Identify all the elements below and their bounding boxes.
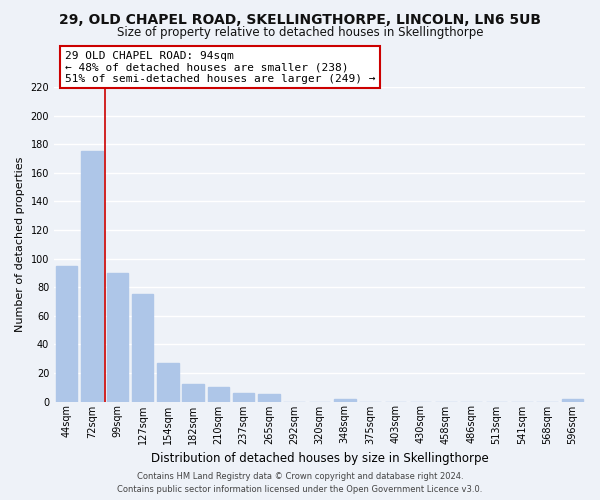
- Bar: [208, 387, 229, 402]
- Text: Contains HM Land Registry data © Crown copyright and database right 2024.
Contai: Contains HM Land Registry data © Crown c…: [118, 472, 482, 494]
- Bar: [81, 152, 103, 402]
- Bar: [334, 398, 356, 402]
- Bar: [157, 363, 179, 402]
- Text: 29, OLD CHAPEL ROAD, SKELLINGTHORPE, LINCOLN, LN6 5UB: 29, OLD CHAPEL ROAD, SKELLINGTHORPE, LIN…: [59, 12, 541, 26]
- X-axis label: Distribution of detached houses by size in Skellingthorpe: Distribution of detached houses by size …: [151, 452, 488, 465]
- Bar: [233, 393, 254, 402]
- Y-axis label: Number of detached properties: Number of detached properties: [15, 156, 25, 332]
- Bar: [56, 266, 77, 402]
- Bar: [132, 294, 153, 402]
- Bar: [562, 398, 583, 402]
- Text: 29 OLD CHAPEL ROAD: 94sqm
← 48% of detached houses are smaller (238)
51% of semi: 29 OLD CHAPEL ROAD: 94sqm ← 48% of detac…: [65, 50, 375, 84]
- Text: Size of property relative to detached houses in Skellingthorpe: Size of property relative to detached ho…: [117, 26, 483, 39]
- Bar: [182, 384, 204, 402]
- Bar: [107, 273, 128, 402]
- Bar: [258, 394, 280, 402]
